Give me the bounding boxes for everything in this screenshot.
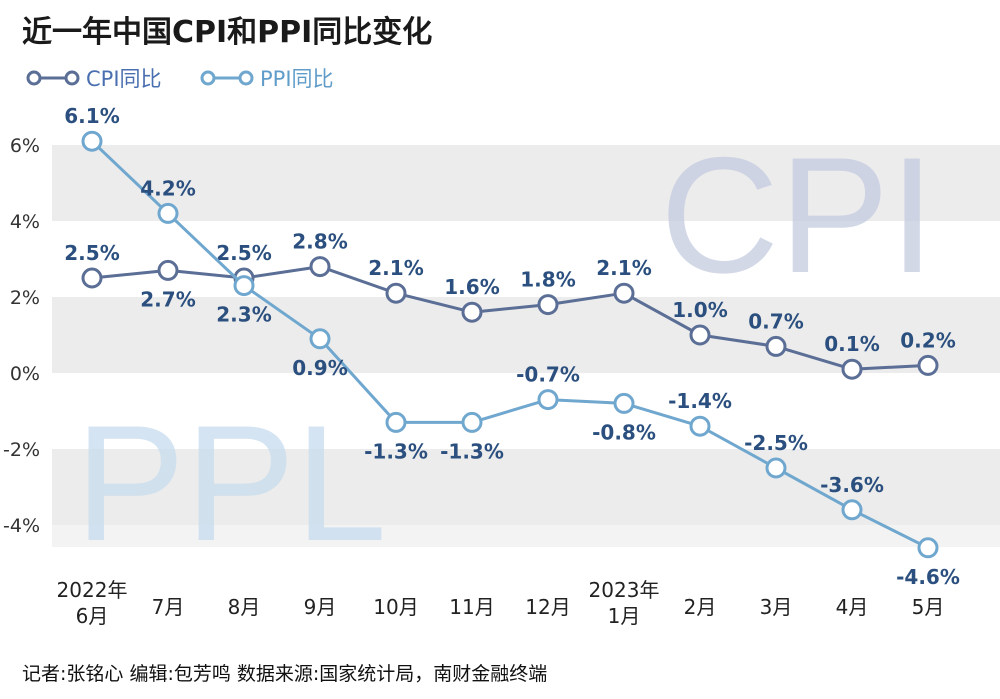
data-point	[537, 389, 559, 411]
legend-marker-cpi	[26, 70, 42, 86]
data-point	[613, 392, 635, 414]
chart-title: 近一年中国CPI和PPI同比变化	[22, 15, 432, 50]
series-ppi: 6.1% 4.2% 2.3% 0.9% -1.3% -1.3% -0.7% -0.8% -1.4…	[64, 104, 960, 589]
x-tick-label: 2023年	[589, 578, 660, 602]
x-tick-label: 10月	[373, 595, 418, 619]
data-point	[689, 415, 711, 437]
data-label: 6.1%	[64, 104, 119, 128]
data-point	[385, 282, 407, 304]
data-point	[309, 328, 331, 350]
x-tick-label: 7月	[152, 595, 185, 619]
data-label: 4.2%	[140, 176, 195, 200]
data-point	[765, 335, 787, 357]
y-tick-label: 4%	[10, 211, 40, 233]
x-tick-label: 11月	[449, 595, 494, 619]
grid-bands	[52, 145, 1000, 547]
data-label: -1.3%	[364, 439, 428, 463]
data-point	[309, 256, 331, 278]
data-label: 2.1%	[596, 256, 651, 280]
watermarks: CPI PPL	[75, 123, 935, 575]
legend-marker-ppi	[200, 70, 216, 86]
data-label: 2.8%	[292, 230, 347, 254]
data-label: -4.6%	[896, 565, 960, 589]
data-point	[917, 537, 939, 559]
data-label: 0.1%	[824, 332, 879, 356]
data-point	[917, 354, 939, 376]
series-line	[91, 265, 929, 371]
y-tick-label: 6%	[10, 135, 40, 157]
data-point	[461, 411, 483, 433]
data-label: -1.3%	[440, 439, 504, 463]
data-point	[81, 130, 103, 152]
data-label: -0.7%	[516, 363, 580, 387]
data-label: 2.1%	[368, 256, 423, 280]
data-point	[841, 499, 863, 521]
x-tick-label: 2月	[684, 595, 717, 619]
x-tick-label: 8月	[228, 595, 261, 619]
grid-band	[52, 525, 1000, 547]
legend-marker-ppi	[238, 70, 254, 86]
x-tick-label: 2022年	[57, 578, 128, 602]
legend: CPI同比 PPI同比	[26, 67, 334, 91]
data-label: 2.7%	[140, 287, 195, 311]
legend-label-cpi: CPI同比	[86, 67, 162, 91]
data-label: 1.8%	[520, 268, 575, 292]
x-tick-label: 4月	[836, 595, 869, 619]
data-point	[233, 275, 255, 297]
data-point	[157, 259, 179, 281]
series-layer: 2.5% 2.7% 2.5% 2.8% 2.1% 1.6% 1.8% 2.1% 1.0% 0.7%…	[64, 104, 960, 589]
data-point	[385, 411, 407, 433]
footer-credits: 记者:张铭心 编辑:包芳鸣 数据来源:国家统计局，南财金融终端	[22, 663, 547, 685]
grid-band	[52, 145, 1000, 221]
series-line	[90, 140, 929, 550]
legend-item-ppi: PPI同比	[200, 67, 334, 91]
series-cpi: 2.5% 2.7% 2.5% 2.8% 2.1% 1.6% 1.8% 2.1% 1.0% 0.7%…	[64, 230, 956, 380]
x-tick-label: 1月	[608, 604, 641, 628]
y-tick-label: -2%	[3, 439, 40, 461]
data-label: -0.8%	[592, 420, 656, 444]
data-point	[537, 294, 559, 316]
watermark-ppl: PPL	[75, 391, 387, 575]
data-label: 0.9%	[292, 356, 347, 380]
data-point	[765, 457, 787, 479]
x-tick-label: 3月	[760, 595, 793, 619]
x-tick-label: 5月	[912, 595, 945, 619]
x-tick-label: 6月	[76, 604, 109, 628]
y-tick-label: 2%	[10, 287, 40, 309]
data-label: -1.4%	[668, 389, 732, 413]
watermark-cpi: CPI	[660, 123, 935, 307]
data-point	[157, 202, 179, 224]
data-label: 1.0%	[672, 298, 727, 322]
data-point	[81, 267, 103, 289]
data-label: 2.3%	[216, 303, 271, 327]
data-label: 1.6%	[444, 275, 499, 299]
data-point	[689, 324, 711, 346]
data-label: -2.5%	[744, 431, 808, 455]
y-axis: 6% 4% 2% 0% -2% -4%	[3, 135, 40, 537]
data-point	[613, 282, 635, 304]
data-label: -3.6%	[820, 473, 884, 497]
data-label: 2.5%	[216, 241, 271, 265]
y-tick-label: -4%	[3, 515, 40, 537]
legend-marker-cpi	[64, 70, 80, 86]
data-point	[461, 301, 483, 323]
data-label: 0.7%	[748, 309, 803, 333]
data-point	[841, 358, 863, 380]
x-tick-label: 12月	[525, 595, 570, 619]
legend-item-cpi: CPI同比	[26, 67, 162, 91]
x-tick-label: 9月	[304, 595, 337, 619]
y-tick-label: 0%	[10, 363, 40, 385]
data-label: 2.5%	[64, 241, 119, 265]
legend-label-ppi: PPI同比	[260, 67, 334, 91]
grid-band	[52, 297, 1000, 373]
data-label: 0.2%	[900, 328, 955, 352]
